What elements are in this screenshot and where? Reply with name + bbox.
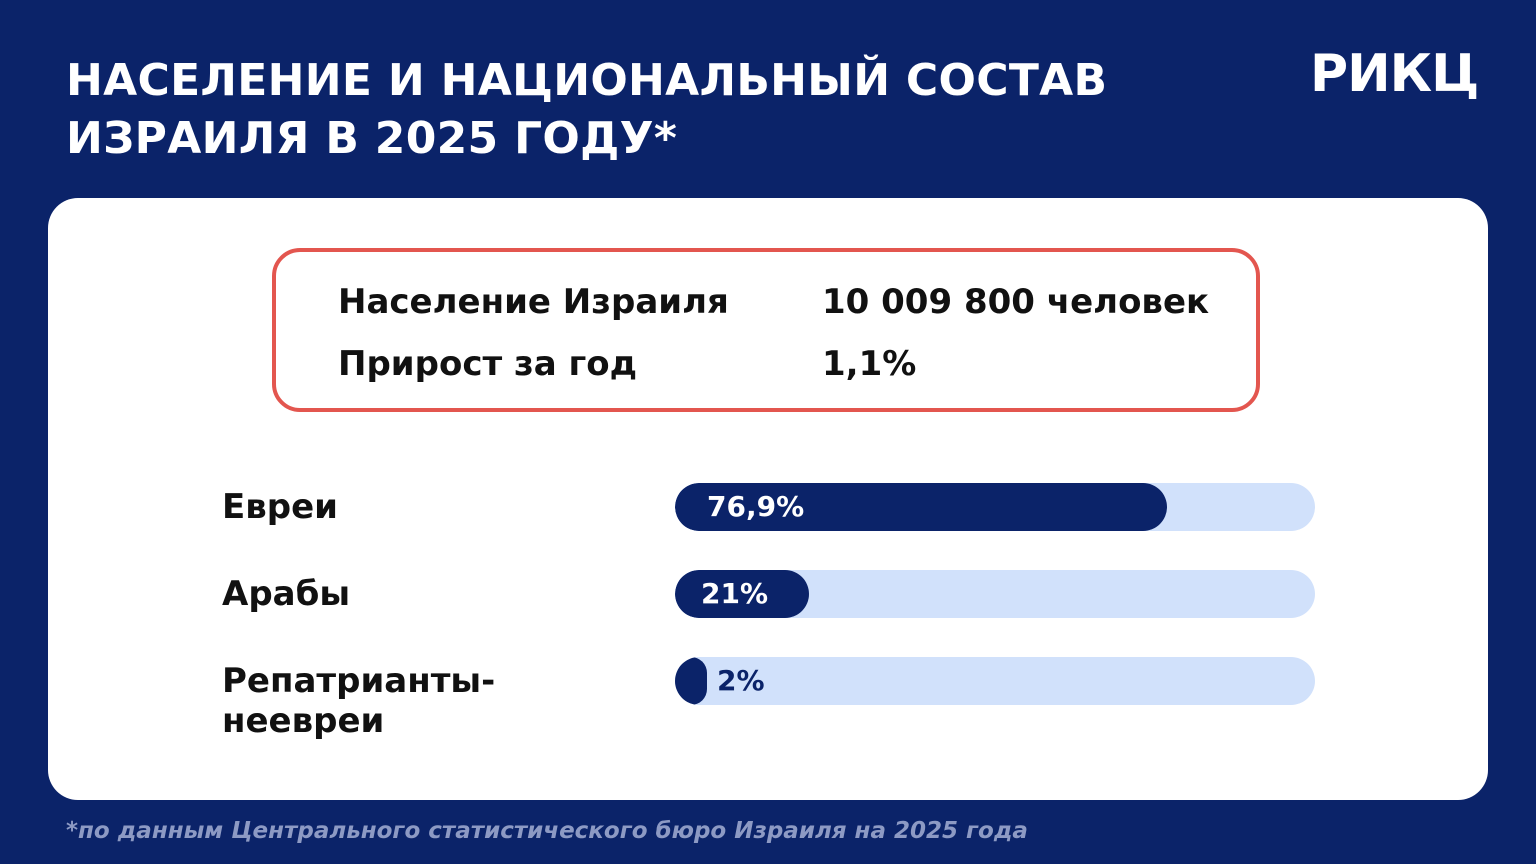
- bar: [675, 657, 707, 705]
- stat-value: 1,1%: [822, 344, 917, 384]
- bar-value-label: 2%: [717, 664, 765, 697]
- bar-track: 2%: [675, 657, 1315, 705]
- stat-value: 10 009 800 человек: [822, 282, 1210, 322]
- stat-label: Население Израиля: [338, 282, 729, 322]
- bar-chart: Евреи 76,9% Арабы 21% Репатрианты-неевреи 2%: [48, 198, 1488, 800]
- brand-logo: РИКЦ: [1310, 44, 1479, 104]
- category-label: Репатрианты-неевреи: [222, 661, 496, 741]
- bar-track: 76,9%: [675, 483, 1315, 531]
- bar: [675, 570, 810, 618]
- content-card: Население Израиля 10 009 800 человек При…: [48, 198, 1488, 800]
- footnote: *по данным Центрального статистического …: [66, 818, 1028, 844]
- bar-value-label: 21%: [701, 577, 769, 610]
- category-label: Арабы: [222, 574, 351, 614]
- stat-label: Прирост за год: [338, 344, 638, 384]
- page-title: НАСЕЛЕНИЕ И НАЦИОНАЛЬНЫЙ СОСТАВ ИЗРАИЛЯ …: [66, 55, 1108, 164]
- stats-box: Население Израиля 10 009 800 человек При…: [272, 248, 1260, 412]
- bar-value-label: 76,9%: [707, 490, 805, 523]
- category-label: Евреи: [222, 487, 338, 527]
- bar: [675, 483, 1168, 531]
- bar-track: 21%: [675, 570, 1315, 618]
